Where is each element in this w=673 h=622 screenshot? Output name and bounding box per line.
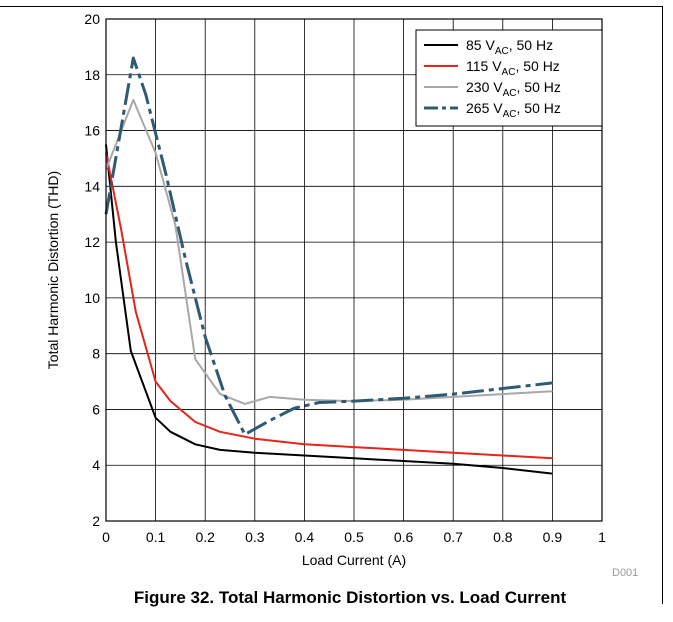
plot-border xyxy=(105,18,603,522)
x-tick-label: 0.3 xyxy=(245,529,265,545)
y-axis-label: Total Harmonic Distortion (THD) xyxy=(45,171,61,369)
series-layer xyxy=(104,56,553,475)
y-tick-label: 14 xyxy=(84,178,100,194)
x-tick-label: 0.9 xyxy=(543,529,563,545)
x-tick-label: 0.6 xyxy=(394,529,414,545)
legend-entry: 85 VAC, 50 Hz xyxy=(466,37,553,57)
x-tick-label: 0.4 xyxy=(295,529,315,545)
x-axis-label: Load Current (A) xyxy=(302,552,406,568)
series-line-4 xyxy=(104,56,553,436)
y-tick-label: 6 xyxy=(92,401,100,417)
legend-entry: 115 VAC, 50 Hz xyxy=(466,58,560,78)
y-tick-label: 8 xyxy=(92,346,100,362)
figure-id-label: D001 xyxy=(612,567,638,579)
y-tick-label: 10 xyxy=(84,290,100,306)
y-tick-label: 16 xyxy=(84,123,100,139)
series-line-1 xyxy=(105,144,553,475)
y-tick-label: 18 xyxy=(84,67,100,83)
x-tick-label: 0.7 xyxy=(443,529,463,545)
x-tick-label: 0.1 xyxy=(146,529,166,545)
x-tick-label: 0.8 xyxy=(493,529,513,545)
y-tick-label: 12 xyxy=(84,234,100,250)
legend-entry: 230 VAC, 50 Hz xyxy=(466,79,561,99)
x-tick-label: 1 xyxy=(598,529,606,545)
x-tick-label: 0.2 xyxy=(195,529,215,545)
y-tick-label: 4 xyxy=(92,457,100,473)
y-tick-label: 20 xyxy=(84,11,100,27)
y-tick-label: 2 xyxy=(92,513,100,529)
x-tick-label: 0.5 xyxy=(344,529,364,545)
frame-top-border xyxy=(0,6,662,7)
x-tick-label: 0 xyxy=(102,529,110,545)
frame-right-border xyxy=(662,6,663,604)
tick-labels: 0 0.1 0.2 0.3 0.4 0.5 0.6 0.7 0.8 0.9 124681012141… xyxy=(84,11,606,545)
series-line-2 xyxy=(105,152,553,460)
series-line-3 xyxy=(105,98,553,405)
figure-caption: Figure 32. Total Harmonic Distortion vs.… xyxy=(133,588,567,607)
legend-entry: 265 VAC, 50 Hz xyxy=(466,100,561,120)
